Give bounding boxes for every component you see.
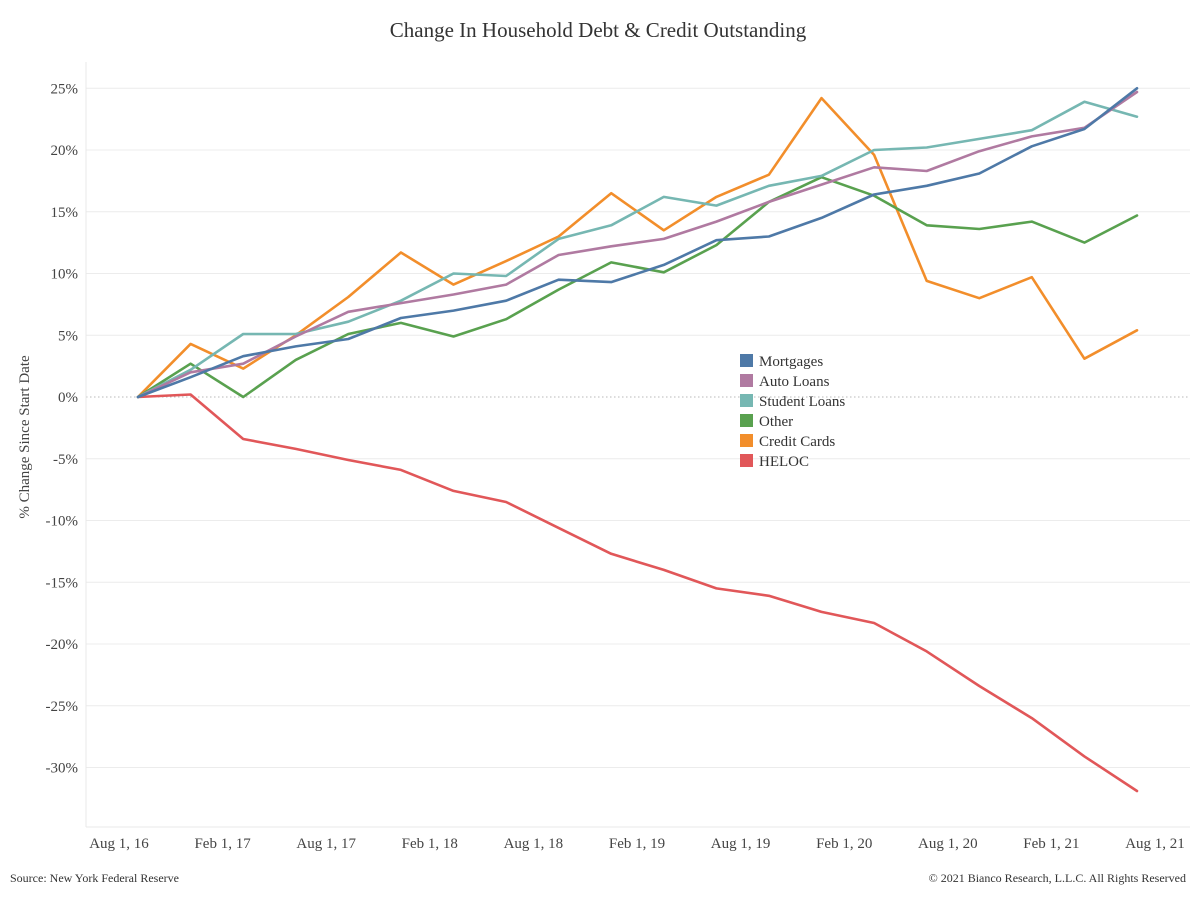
series-line-auto-loans [136,90,1139,399]
y-tick-label: -10% [46,514,79,530]
y-tick-label: -5% [53,452,78,468]
series-line-credit-cards [136,96,1139,399]
legend-swatch [740,454,753,467]
legend-swatch [740,414,753,427]
y-tick-label: -25% [46,699,79,715]
series-lines [136,87,1139,793]
y-tick-label: 15% [51,205,79,221]
chart-title: Change In Household Debt & Credit Outsta… [390,18,807,42]
legend-swatch [740,374,753,387]
y-tick-label: 0% [58,390,78,406]
source-note: Source: New York Federal Reserve [10,871,179,885]
legend-label: Credit Cards [759,434,835,450]
legend-swatch [740,434,753,447]
legend-label: Mortgages [759,354,823,370]
gridlines [85,62,1190,828]
y-tick-label: 5% [58,328,78,344]
y-tick-label: 10% [51,267,79,283]
y-tick-label: 20% [51,143,79,159]
x-axis-ticks: Aug 1, 16 Feb 1, 17 Aug 1, 17 Feb 1, 18 Aug … [89,836,1185,852]
y-tick-label: -20% [46,637,79,653]
legend-label: HELOC [759,454,809,470]
legend-label: Student Loans [759,394,845,410]
series-line-other [136,175,1139,399]
series-line-heloc [136,393,1139,793]
x-tick-label: Aug 1, 19 [711,836,771,852]
x-tick-label: Feb 1, 17 [194,836,251,852]
x-tick-label: Aug 1, 21 [1125,836,1185,852]
series-line-mortgages [136,87,1139,399]
y-axis-title: % Change Since Start Date [17,355,33,519]
legend-swatch [740,354,753,367]
copyright-note: © 2021 Bianco Research, L.L.C. All Right… [929,871,1186,885]
x-tick-label: Feb 1, 21 [1023,836,1079,852]
y-axis-ticks: 25% 20% 15% 10% 5% 0% -5% -10% -15% -20% -25% -30% [46,81,79,776]
legend-label: Other [759,414,793,430]
x-tick-label: Aug 1, 18 [504,836,564,852]
x-tick-label: Aug 1, 16 [89,836,149,852]
y-tick-label: -30% [46,761,79,777]
x-tick-label: Feb 1, 18 [402,836,458,852]
x-tick-label: Aug 1, 20 [918,836,978,852]
legend: Mortgages Auto Loans Student Loans Other Cre… [740,354,845,470]
x-tick-label: Feb 1, 20 [816,836,872,852]
x-tick-label: Feb 1, 19 [609,836,665,852]
y-tick-label: -15% [46,575,79,591]
x-tick-label: Aug 1, 17 [296,836,356,852]
legend-label: Auto Loans [759,374,830,390]
series-line-student-loans [136,100,1139,399]
legend-swatch [740,394,753,407]
y-tick-label: 25% [51,81,79,97]
